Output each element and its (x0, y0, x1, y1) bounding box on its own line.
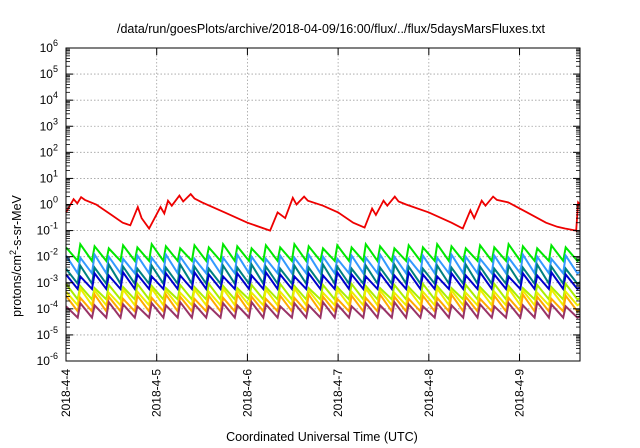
y-tick-label-base: 10 (40, 171, 54, 185)
axes: 10-610-510-410-310-210-11001011021031041… (37, 38, 580, 417)
y-tick-label: 101 (40, 168, 58, 185)
y-tick-label-exponent: 5 (53, 64, 58, 74)
y-tick-label-base: 10 (37, 354, 51, 368)
y-tick-label: 10-6 (37, 351, 58, 368)
y-tick-label-base: 10 (37, 250, 51, 264)
y-tick-label-exponent: 0 (53, 195, 58, 205)
y-tick-label: 10-2 (37, 247, 58, 264)
y-tick-label: 104 (40, 90, 58, 107)
y-tick-label: 103 (40, 116, 58, 133)
y-tick-label-base: 10 (40, 41, 54, 55)
y-tick-label: 10-4 (37, 299, 58, 316)
x-axis-label: Coordinated Universal Time (UTC) (226, 430, 418, 444)
series-line (65, 285, 581, 308)
x-tick-label: 2018-4-9 (513, 369, 527, 417)
y-tick-label: 102 (40, 142, 58, 159)
series-lines (65, 192, 581, 320)
y-tick-label: 10-3 (37, 273, 58, 290)
y-tick-label-exponent: -6 (50, 351, 58, 361)
y-tick-label-base: 10 (37, 302, 51, 316)
series-line (65, 192, 581, 232)
y-tick-label-exponent: 3 (53, 116, 58, 126)
y-tick-label-base: 10 (37, 328, 51, 342)
series-line (65, 281, 581, 302)
y-tick-label-exponent: 4 (53, 90, 58, 100)
y-tick-label-base: 10 (37, 276, 51, 290)
y-tick-label-base: 10 (37, 224, 51, 238)
y-axis-label-rest: -s-sr-MeV (10, 194, 24, 250)
series-line (65, 291, 581, 314)
series-line (65, 299, 581, 320)
chart-title: /data/run/goesPlots/archive/2018-04-09/1… (117, 22, 546, 36)
x-tick-label: 2018-4-4 (59, 369, 73, 417)
y-tick-label-exponent: -3 (50, 273, 58, 283)
series-line (65, 241, 581, 264)
y-tick-label: 105 (40, 64, 58, 81)
y-tick-label-base: 10 (40, 119, 54, 133)
x-tick-label: 2018-4-5 (150, 369, 164, 417)
y-tick-label: 10-1 (37, 221, 58, 238)
y-tick-label: 100 (40, 195, 58, 212)
series-line (65, 269, 581, 292)
x-tick-label: 2018-4-8 (422, 369, 436, 417)
y-tick-label-exponent: 6 (53, 38, 58, 48)
series-line (65, 251, 581, 277)
y-tick-label-base: 10 (40, 145, 54, 159)
y-tick-label: 10-5 (37, 325, 58, 342)
y-tick-label-exponent: 2 (53, 142, 58, 152)
series-line (65, 261, 581, 287)
y-axis-label-exponent: 2 (8, 250, 18, 255)
x-tick-label: 2018-4-7 (331, 369, 345, 417)
y-tick-label-exponent: -1 (50, 221, 58, 231)
y-tick-label-exponent: -5 (50, 325, 58, 335)
y-tick-label-exponent: -4 (50, 299, 58, 309)
y-tick-label-exponent: 1 (53, 168, 58, 178)
y-tick-label-base: 10 (40, 67, 54, 81)
y-axis-label-base: protons/cm (10, 255, 24, 317)
y-tick-label: 106 (40, 38, 58, 55)
y-tick-label-base: 10 (40, 198, 54, 212)
y-axis-label: protons/cm2-s-sr-MeV (8, 194, 24, 316)
y-tick-label-exponent: -2 (50, 247, 58, 257)
x-tick-label: 2018-4-6 (240, 369, 254, 417)
y-tick-label-base: 10 (40, 93, 54, 107)
